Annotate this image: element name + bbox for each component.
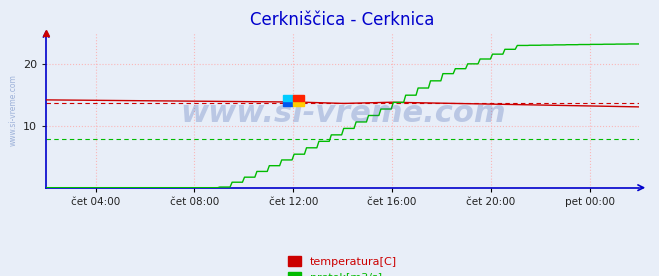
Bar <box>283 100 293 106</box>
Bar <box>293 100 304 106</box>
Bar <box>293 95 304 100</box>
Title: Cerkniščica - Cerknica: Cerkniščica - Cerknica <box>250 11 435 29</box>
Legend: temperatura[C], pretok[m3/s]: temperatura[C], pretok[m3/s] <box>283 252 402 276</box>
Text: www.si-vreme.com: www.si-vreme.com <box>180 99 505 128</box>
Text: www.si-vreme.com: www.si-vreme.com <box>9 75 18 146</box>
Bar <box>283 95 293 100</box>
